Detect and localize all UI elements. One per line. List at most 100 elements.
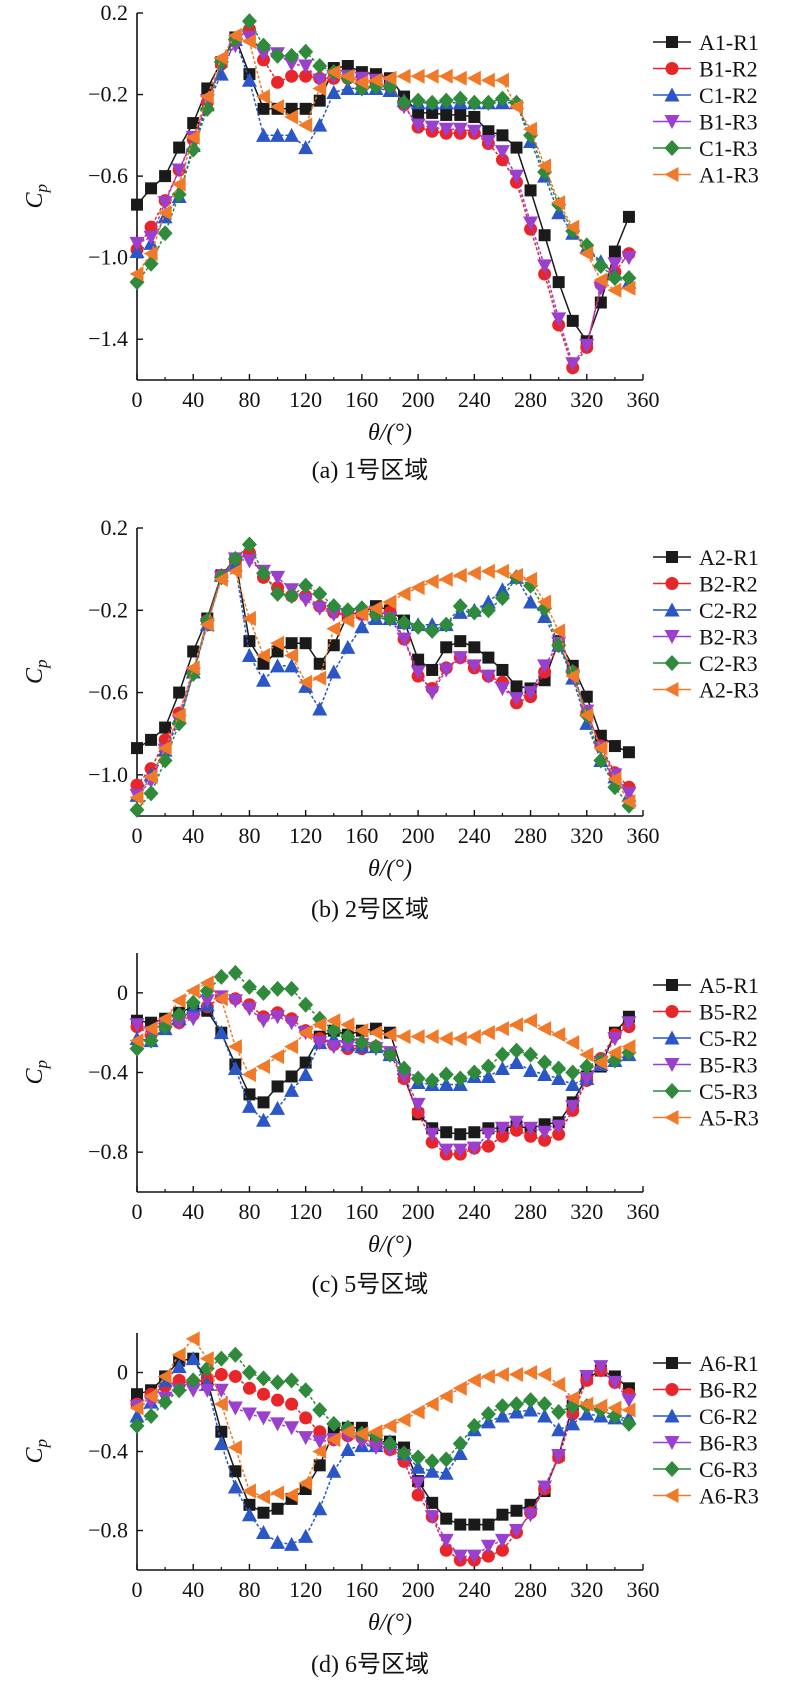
data-point	[509, 1524, 524, 1538]
data-point	[509, 99, 523, 115]
data-point	[466, 1141, 482, 1156]
data-point	[466, 124, 482, 139]
data-point	[313, 1425, 327, 1439]
data-point	[608, 245, 621, 258]
data-point	[171, 1359, 187, 1374]
x-tick-label: 320	[570, 823, 603, 848]
data-point	[466, 659, 482, 674]
legend-marker	[665, 62, 679, 75]
data-point	[452, 598, 468, 615]
legend-label: B5-R2	[699, 1000, 758, 1025]
data-point	[523, 1508, 539, 1523]
data-point	[480, 1058, 496, 1075]
data-point	[496, 129, 509, 142]
data-point	[482, 651, 495, 664]
y-axis-title-subscript: p	[32, 1060, 51, 1070]
data-point	[537, 1125, 553, 1140]
data-point	[270, 635, 285, 651]
data-point	[494, 1398, 510, 1415]
data-point	[452, 70, 467, 86]
data-point	[523, 1063, 539, 1078]
data-point	[185, 141, 201, 158]
series-C2-R2	[129, 557, 637, 802]
series-line	[136, 557, 630, 753]
data-point	[537, 594, 552, 610]
y-tick-label: 0	[117, 1360, 128, 1385]
data-point	[424, 686, 440, 701]
x-tick-label: 280	[514, 1199, 547, 1224]
data-point	[187, 645, 200, 658]
data-point	[256, 1014, 271, 1029]
data-point	[593, 1398, 608, 1414]
series-line	[136, 1003, 630, 1122]
data-point	[270, 47, 286, 64]
data-point	[440, 641, 453, 654]
data-point	[565, 1076, 581, 1091]
data-point	[396, 1029, 411, 1045]
data-point	[227, 1440, 242, 1456]
data-point	[199, 994, 215, 1009]
data-point	[468, 110, 481, 123]
data-point	[396, 614, 412, 631]
x-tick-label: 200	[402, 1577, 435, 1602]
data-point	[199, 975, 214, 991]
data-point	[410, 665, 426, 680]
data-point	[480, 1127, 496, 1142]
data-point	[340, 68, 355, 84]
data-point	[241, 72, 257, 87]
data-point	[271, 1080, 284, 1093]
data-point	[257, 1506, 270, 1519]
data-point	[340, 639, 356, 654]
legend-marker	[664, 1058, 680, 1072]
data-point	[495, 153, 509, 167]
data-point	[130, 778, 144, 792]
data-point	[171, 163, 187, 178]
data-point	[579, 246, 594, 262]
legend-marker	[664, 87, 680, 102]
data-point	[438, 1388, 453, 1404]
data-point	[285, 69, 299, 83]
data-point	[579, 1396, 594, 1412]
x-tick-label: 40	[182, 387, 204, 412]
data-point	[241, 1483, 256, 1499]
data-point	[227, 994, 243, 1009]
data-point	[410, 618, 426, 635]
data-point	[285, 1070, 298, 1083]
series-line	[136, 36, 630, 366]
data-point	[298, 674, 313, 690]
data-point	[452, 122, 468, 137]
data-point	[354, 1023, 369, 1039]
data-point	[340, 1028, 356, 1045]
data-point	[270, 570, 286, 585]
data-point	[241, 648, 257, 663]
data-point	[144, 220, 158, 234]
data-point	[579, 707, 594, 723]
data-point	[270, 99, 285, 115]
legend-marker	[664, 167, 679, 182]
panel-caption: (b) 2号区域	[311, 896, 429, 923]
data-point	[241, 1002, 257, 1017]
data-point	[621, 270, 637, 287]
data-point	[298, 140, 314, 155]
data-point	[129, 236, 145, 251]
data-point	[284, 1016, 300, 1031]
data-point	[509, 1042, 524, 1059]
data-point	[510, 141, 523, 154]
data-point	[257, 1096, 270, 1109]
data-point	[313, 657, 326, 670]
data-point	[313, 1459, 326, 1472]
data-point	[298, 1066, 314, 1081]
y-axis-title: Cp	[22, 184, 51, 209]
y-axis-title-subscript: p	[32, 1439, 51, 1449]
legend-marker	[665, 1383, 679, 1396]
y-tick-label: 0	[117, 980, 128, 1005]
data-point	[412, 106, 425, 119]
data-point	[171, 176, 186, 192]
data-point	[466, 70, 481, 86]
data-point	[480, 94, 496, 111]
data-point	[312, 585, 328, 602]
data-point	[552, 1127, 566, 1141]
x-tick-label: 240	[458, 1199, 491, 1224]
data-point	[424, 1029, 439, 1045]
series-line	[136, 996, 630, 1151]
